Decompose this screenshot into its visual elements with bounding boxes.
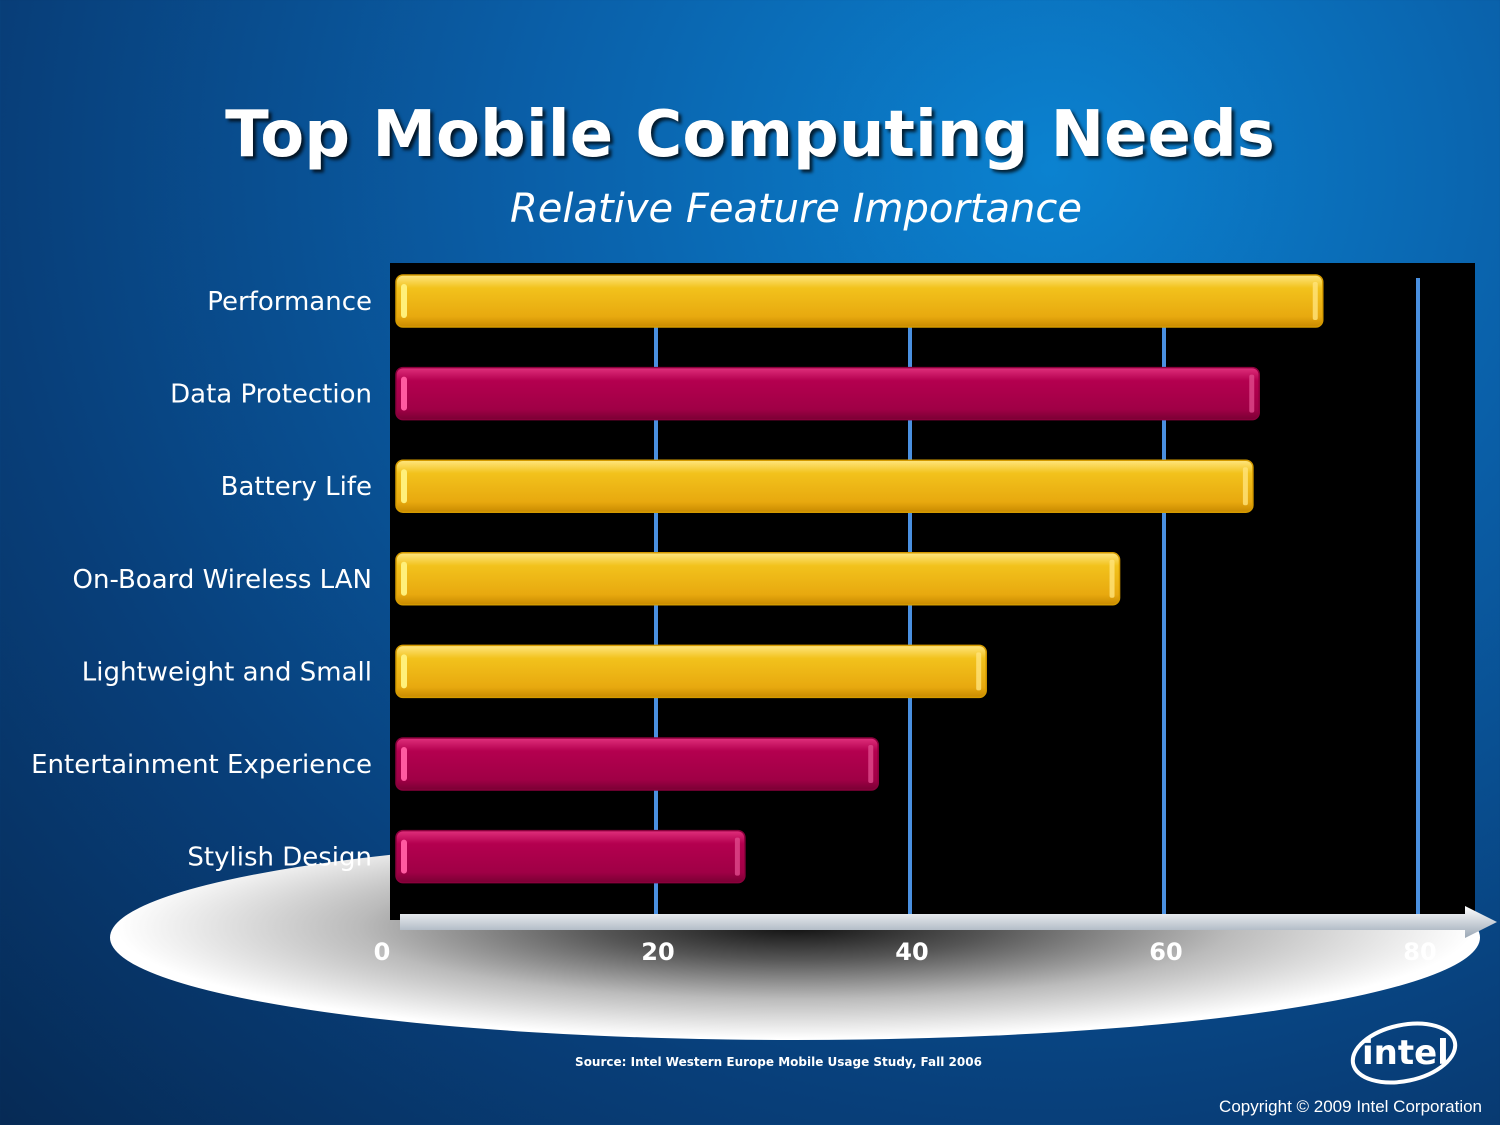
category-label-data-protection: Data Protection [170,380,372,410]
bar-cap-right-performance [1312,282,1318,320]
bar-on-board-wireless-lan [395,552,1121,606]
bar-cap-right-data-protection [1249,374,1255,413]
bar-cap-right-on-board-wireless-lan [1109,559,1115,598]
x-tick-label-60: 60 [1149,938,1182,966]
category-label-lightweight-and-small: Lightweight and Small [82,657,372,687]
bar-stylish-design [395,829,746,884]
category-label-on-board-wireless-lan: On-Board Wireless LAN [73,565,372,595]
bar-data-protection [395,366,1260,421]
bar-cap-right-stylish-design [734,837,740,876]
category-label-performance: Performance [207,287,372,317]
bar-cap-right-battery-life [1242,467,1248,506]
source-note: Source: Intel Western Europe Mobile Usag… [575,1055,982,1069]
bar-lightweight-and-small [395,644,987,699]
chart-title: Top Mobile Computing Needs [225,98,1275,172]
bar-entertainment-experience [395,737,879,791]
bar-cap-left-on-board-wireless-lan [401,561,407,596]
bar-performance [395,274,1324,328]
intel-logo: intel [1350,1021,1458,1085]
bar-cap-left-performance [401,284,407,318]
bar-cap-left-battery-life [401,469,407,504]
bar-cap-left-data-protection [401,376,407,411]
x-tick-label-20: 20 [641,938,674,966]
category-label-stylish-design: Stylish Design [187,843,372,873]
x-tick-label-40: 40 [895,938,928,966]
bar-cap-left-stylish-design [401,839,407,874]
bar-cap-right-lightweight-and-small [976,652,982,691]
bar-battery-life [395,459,1254,513]
category-label-entertainment-experience: Entertainment Experience [31,750,372,780]
x-axis-arrow [400,906,1497,938]
bar-cap-left-lightweight-and-small [401,654,407,689]
svg-text:intel: intel [1362,1033,1449,1073]
x-tick-label-0: 0 [374,938,391,966]
bar-cap-right-entertainment-experience [868,745,874,783]
x-tick-label-80: 80 [1403,938,1436,966]
copyright-text: Copyright © 2009 Intel Corporation [1219,1097,1482,1116]
chart-subtitle: Relative Feature Importance [510,186,1082,232]
category-label-battery-life: Battery Life [221,472,372,502]
bar-cap-left-entertainment-experience [401,747,407,781]
